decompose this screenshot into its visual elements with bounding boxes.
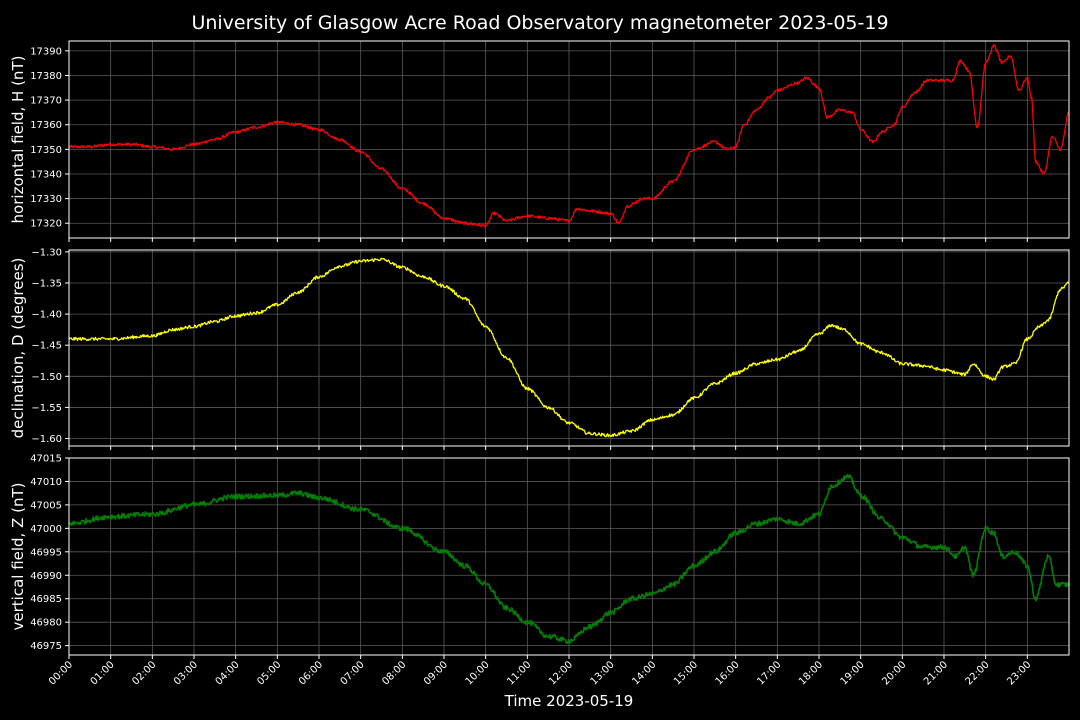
y-tick-label: 17330 xyxy=(30,194,62,205)
y-tick-label: −1.30 xyxy=(31,247,62,258)
y-axis-label: vertical field, Z (nT) xyxy=(9,482,27,630)
y-tick-label: 17370 xyxy=(30,96,62,107)
chart-title: University of Glasgow Acre Road Observat… xyxy=(191,12,888,34)
y-tick-label: 46985 xyxy=(30,594,62,605)
y-tick-label: 17390 xyxy=(30,46,62,57)
y-tick-label: 47015 xyxy=(30,454,62,465)
series-line-Z xyxy=(68,473,1070,644)
y-tick-label: −1.55 xyxy=(31,403,62,414)
y-tick-label: −1.60 xyxy=(31,434,62,445)
panel-D: −1.30 −1.35 −1.40 −1.45 −1.50 −1.55 −1.60 decli… xyxy=(9,247,1070,450)
axes-frame xyxy=(68,249,1070,447)
y-axis-label: horizontal field, H (nT) xyxy=(9,56,27,224)
series-line-H xyxy=(68,44,1070,228)
y-tick-label: 17350 xyxy=(30,145,62,156)
y-tick-label: 47005 xyxy=(30,500,62,511)
y-tick-label: 17380 xyxy=(30,71,62,82)
y-tick-label: 17340 xyxy=(30,169,62,180)
y-tick-label: −1.45 xyxy=(31,341,62,352)
y-tick-label: 47010 xyxy=(30,477,62,488)
series-line-D xyxy=(68,257,1070,438)
y-tick-label: 46975 xyxy=(30,641,62,652)
y-axis-label: declination, D (degrees) xyxy=(9,258,27,439)
y-tick-label: 46995 xyxy=(30,547,62,558)
panel-Z: 46975 46980 46985 46990 46995 47000 47005 47010… xyxy=(9,454,1070,659)
y-tick-label: 17320 xyxy=(30,219,62,230)
panel-H: 17320 17330 17340 17350 17360 17370 17380 17390… xyxy=(9,40,1070,242)
y-tick-label: −1.50 xyxy=(31,372,62,383)
y-tick-label: −1.40 xyxy=(31,310,62,321)
y-tick-label: 46990 xyxy=(30,571,62,582)
y-tick-label: 47000 xyxy=(30,524,62,535)
axes-frame xyxy=(68,40,1070,239)
y-tick-label: 17360 xyxy=(30,120,62,131)
y-tick-label: 46980 xyxy=(30,618,62,629)
y-tick-label: −1.35 xyxy=(31,278,62,289)
x-axis-label: Time 2023-05-19 xyxy=(504,692,634,710)
axes-frame xyxy=(68,457,1070,656)
